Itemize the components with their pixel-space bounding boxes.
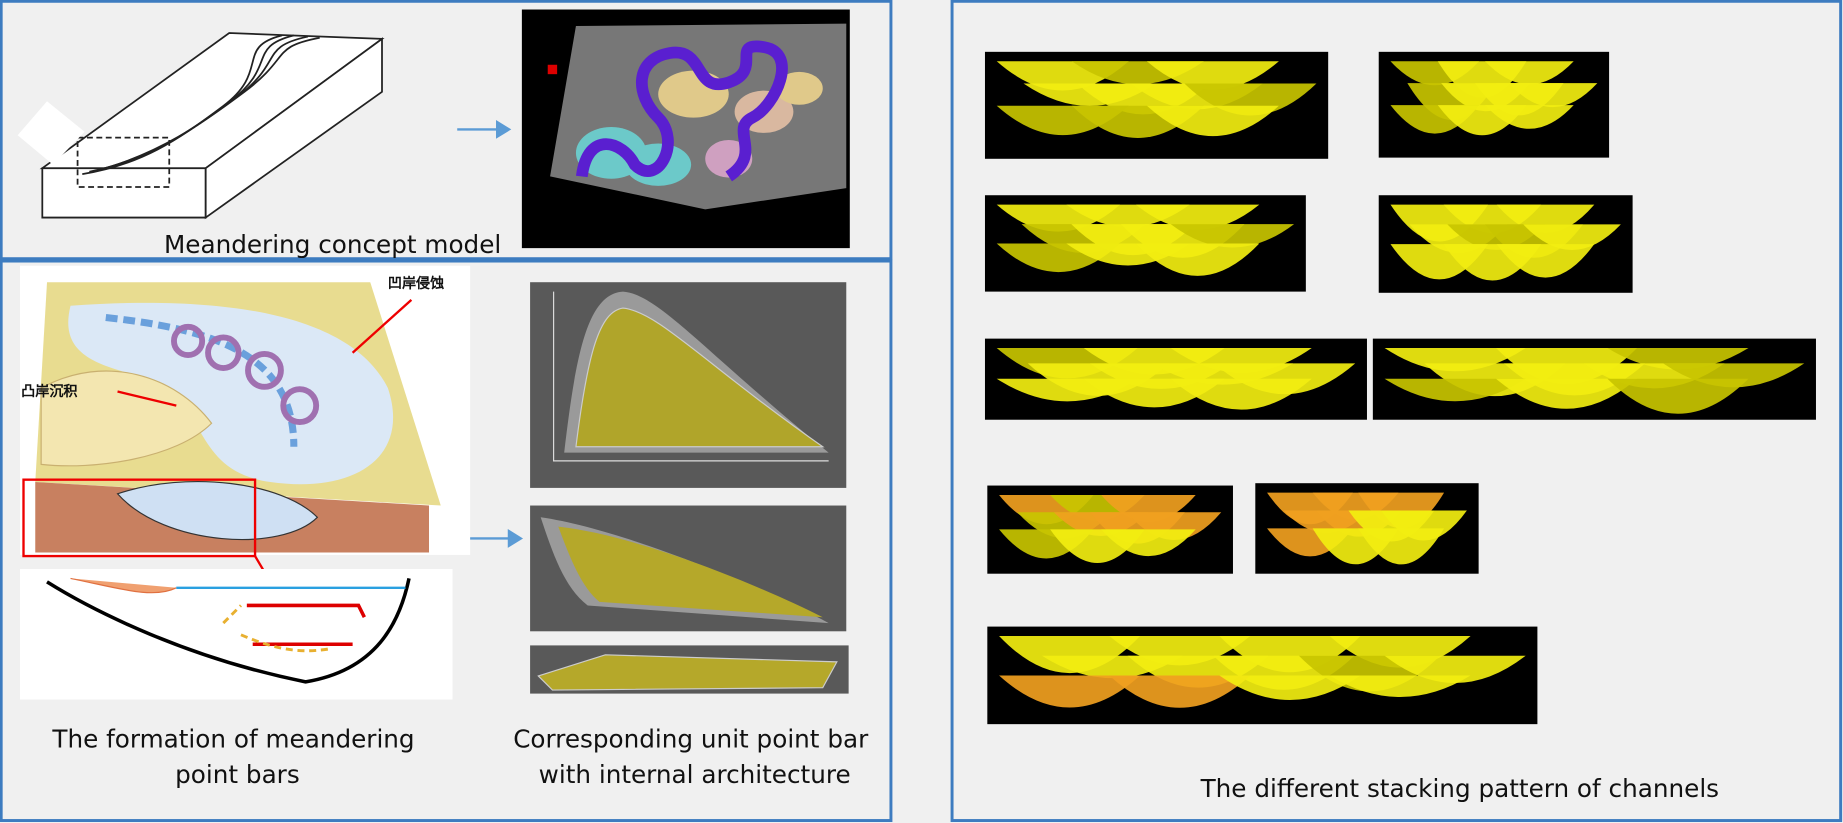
label: 凹岸侵蚀 bbox=[388, 275, 444, 292]
channel-lens bbox=[1496, 244, 1595, 278]
arrow bbox=[470, 529, 524, 548]
white-shape bbox=[17, 101, 85, 165]
channel-lens bbox=[1496, 378, 1638, 409]
channel-lens bbox=[1485, 61, 1574, 85]
flow-arrow bbox=[105, 313, 298, 447]
channel-lens bbox=[1146, 105, 1279, 137]
channel-lens bbox=[1607, 378, 1749, 414]
section-line bbox=[46, 578, 411, 684]
channel-lens bbox=[1146, 61, 1279, 90]
unit-body bbox=[575, 307, 825, 448]
point-bar bbox=[40, 370, 213, 467]
caption: The different stacking pattern of channe… bbox=[1200, 774, 1719, 803]
channel-lens bbox=[1170, 378, 1312, 410]
label: 凸岸沉积 bbox=[21, 383, 77, 400]
channel-lens bbox=[999, 675, 1141, 708]
caption: Meandering concept model bbox=[164, 230, 501, 259]
unit-axes bbox=[553, 291, 829, 462]
channel-lens bbox=[1523, 224, 1621, 250]
caption: The formation of meandering point bars bbox=[51, 725, 422, 789]
meander-channel bbox=[575, 40, 788, 182]
channel-lens bbox=[1219, 675, 1361, 700]
section-sketch bbox=[19, 569, 453, 700]
channel-lens bbox=[1485, 105, 1574, 129]
channel-lens bbox=[1358, 528, 1445, 565]
circulation bbox=[222, 604, 330, 653]
caption: Corresponding unit point bar with intern… bbox=[513, 725, 876, 789]
channel-lens bbox=[1109, 675, 1251, 708]
channel-lens bbox=[1135, 243, 1260, 276]
helical-flow bbox=[171, 323, 320, 426]
channel-lens bbox=[1384, 378, 1526, 402]
channel-lens bbox=[1101, 529, 1196, 557]
channel-lens bbox=[1170, 224, 1295, 248]
channel-lens bbox=[1329, 675, 1471, 698]
highlight-box bbox=[22, 478, 257, 558]
channel-water bbox=[68, 302, 394, 485]
unit-body bbox=[537, 654, 838, 691]
channel-lens bbox=[1135, 204, 1260, 230]
unit-body bbox=[558, 526, 823, 618]
arrow bbox=[457, 120, 512, 139]
block-sketch bbox=[39, 32, 385, 220]
levee bbox=[70, 577, 177, 594]
label-arrow bbox=[117, 298, 413, 407]
channel-lens bbox=[1508, 83, 1598, 108]
model-marker bbox=[547, 64, 558, 75]
stacking-images bbox=[984, 51, 1816, 725]
section-water bbox=[116, 480, 319, 541]
